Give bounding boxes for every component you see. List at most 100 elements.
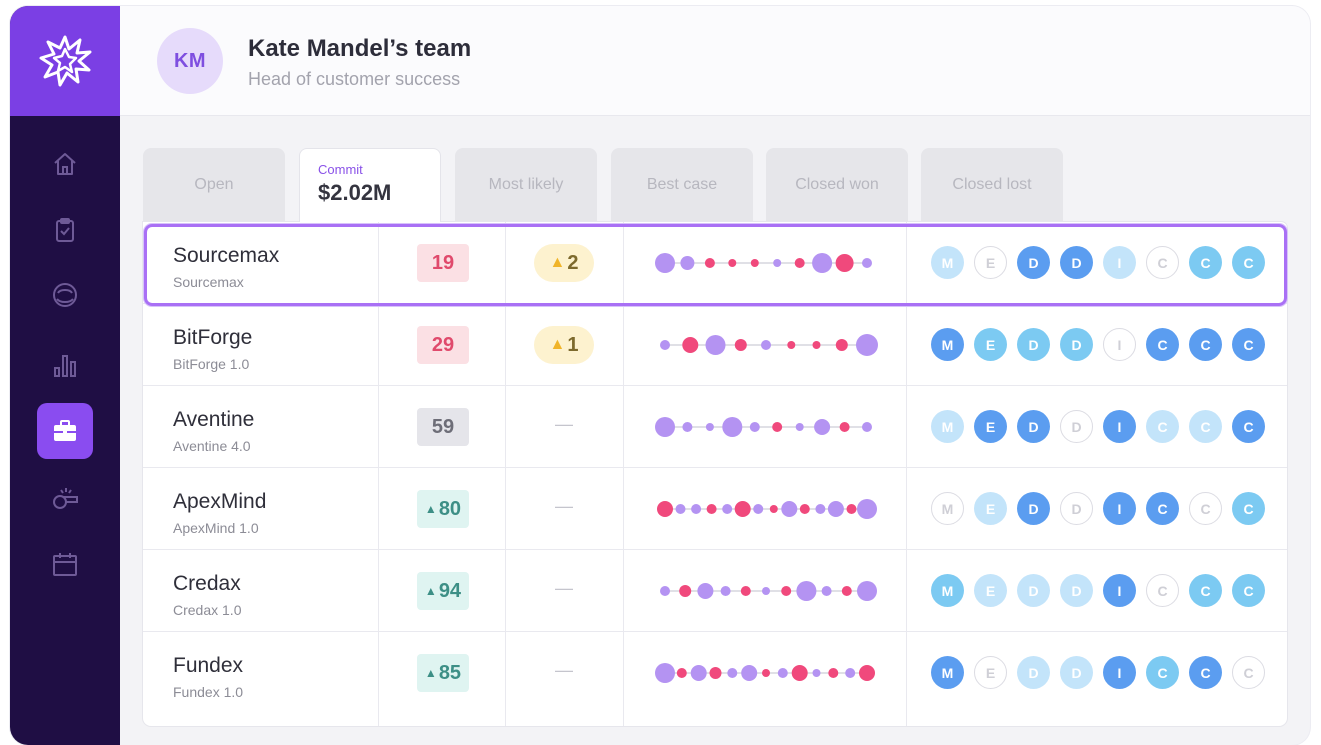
tab-closed-lost[interactable]: Closed lost [921,148,1063,222]
activity-dot[interactable] [762,669,770,677]
qualification-chip[interactable]: D [1060,574,1093,607]
logo-block[interactable] [10,6,120,116]
activity-dot[interactable] [749,422,760,432]
activity-dot[interactable] [856,334,878,356]
activity-dot[interactable] [857,581,877,601]
activity-dot[interactable] [828,668,839,678]
table-row[interactable]: Aventine Aventine 4.0 59— M E D D I C C C [143,386,1287,468]
qualification-chip[interactable]: I [1103,328,1136,361]
activity-dot[interactable] [791,665,808,681]
sidebar-item-conversations[interactable] [37,268,93,324]
qualification-chip[interactable]: I [1103,656,1136,689]
qualification-chip[interactable]: E [974,574,1007,607]
avatar[interactable]: KM [157,28,223,94]
qualification-chip[interactable]: I [1103,492,1136,525]
activity-dot[interactable] [814,419,831,435]
activity-dot[interactable] [846,504,857,514]
activity-dot[interactable] [781,501,798,517]
activity-dot[interactable] [682,422,693,432]
sidebar-item-tasks[interactable] [37,202,93,258]
qualification-chip[interactable]: C [1189,492,1222,525]
qualification-chip[interactable]: C [1232,656,1265,689]
activity-dot[interactable] [690,665,707,681]
activity-dot[interactable] [859,665,875,681]
qualification-chip[interactable]: C [1232,574,1265,607]
qualification-chip[interactable]: C [1189,410,1222,443]
activity-dot[interactable] [762,587,770,595]
activity-dot[interactable] [761,340,771,350]
qualification-chip[interactable]: D [1017,656,1050,689]
activity-dot[interactable] [691,504,702,514]
qualification-chip[interactable]: C [1232,246,1265,279]
table-row[interactable]: Credax Credax 1.0 ▲ 94— M E D D I C C C [143,550,1287,632]
qualification-chip[interactable]: C [1146,246,1179,279]
activity-dot[interactable] [835,339,848,351]
qualification-chip[interactable]: D [1060,246,1093,279]
activity-dot[interactable] [821,586,832,596]
activity-timeline[interactable] [651,576,881,606]
qualification-chip[interactable]: M [931,574,964,607]
table-row[interactable]: Sourcemax Sourcemax 19 ▲ 2 M E D D I C C C [143,222,1287,304]
activity-timeline[interactable] [651,412,881,442]
qualification-chip[interactable]: C [1146,656,1179,689]
table-row[interactable]: BitForge BitForge 1.0 29 ▲ 1 M E D D I C C C [143,304,1287,386]
activity-dot[interactable] [720,586,731,596]
activity-dot[interactable] [769,505,778,513]
qualification-chip[interactable]: D [1060,492,1093,525]
activity-dot[interactable] [741,665,758,681]
qualification-chip[interactable]: D [1017,246,1050,279]
activity-dot[interactable] [812,253,833,273]
activity-dot[interactable] [857,499,877,519]
sidebar-item-home[interactable] [37,136,93,192]
warning-badge[interactable]: ▲ 2 [534,244,594,282]
qualification-chip[interactable]: C [1146,574,1179,607]
activity-dot[interactable] [845,668,856,678]
activity-dot[interactable] [796,581,817,601]
activity-dot[interactable] [812,341,821,349]
sidebar-item-deals[interactable] [37,403,93,459]
tab-most-likely[interactable]: Most likely [455,148,597,222]
activity-timeline[interactable] [651,494,881,524]
activity-dot[interactable] [740,586,751,596]
activity-dot[interactable] [709,667,722,679]
qualification-chip[interactable]: D [1060,328,1093,361]
sidebar-item-coaching[interactable] [37,470,93,526]
activity-dot[interactable] [727,668,738,678]
tab-best-case[interactable]: Best case [611,148,753,222]
qualification-chip[interactable]: D [1060,410,1093,443]
activity-dot[interactable] [815,504,826,514]
qualification-chip[interactable]: E [974,656,1007,689]
sidebar-item-reports[interactable] [37,336,93,392]
qualification-chip[interactable]: C [1232,410,1265,443]
qualification-chip[interactable]: D [1017,574,1050,607]
account-name[interactable]: Aventine [173,408,255,431]
qualification-chip[interactable]: C [1189,246,1222,279]
activity-dot[interactable] [862,422,872,432]
activity-dot[interactable] [862,258,872,268]
activity-dot[interactable] [772,422,783,432]
activity-dot[interactable] [655,417,675,437]
qualification-chip[interactable]: C [1189,328,1222,361]
activity-dot[interactable] [706,504,717,514]
qualification-chip[interactable]: C [1146,410,1179,443]
qualification-chip[interactable]: M [931,246,964,279]
activity-dot[interactable] [704,258,715,268]
activity-dot[interactable] [841,586,852,596]
qualification-chip[interactable]: E [974,328,1007,361]
qualification-chip[interactable]: C [1232,492,1265,525]
activity-timeline[interactable] [651,330,881,360]
tab-commit[interactable]: Commit $2.02M [299,148,441,222]
tab-closed-won[interactable]: Closed won [766,148,908,222]
activity-dot[interactable] [734,501,751,517]
activity-dot[interactable] [697,583,714,599]
account-name[interactable]: BitForge [173,326,253,349]
tab-open[interactable]: Open [143,148,285,222]
qualification-chip[interactable]: M [931,492,964,525]
qualification-chip[interactable]: C [1232,328,1265,361]
sidebar-item-calendar[interactable] [37,536,93,592]
activity-dot[interactable] [705,423,714,431]
activity-dot[interactable] [835,254,854,272]
qualification-chip[interactable]: E [974,492,1007,525]
activity-dot[interactable] [657,501,673,517]
activity-dot[interactable] [799,504,810,514]
